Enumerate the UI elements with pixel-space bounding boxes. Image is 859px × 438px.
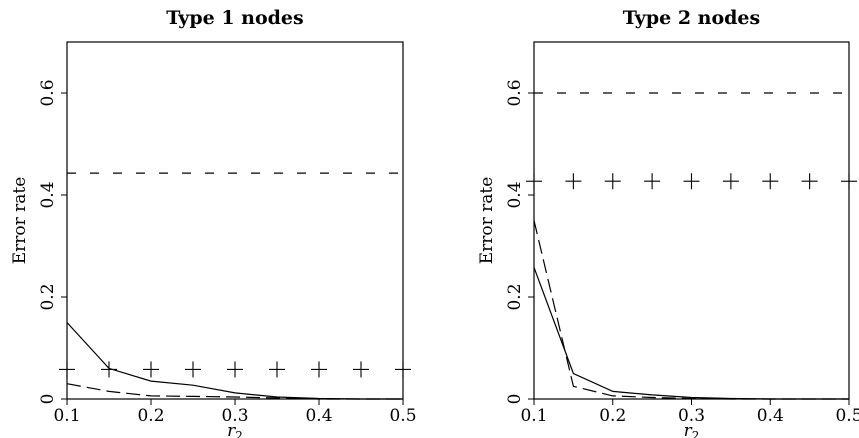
- x-tick-label: 0.1: [520, 406, 547, 426]
- y-tick-label: 0.6: [38, 79, 58, 106]
- plot-frame: [66, 41, 404, 400]
- plus-point: [644, 173, 661, 190]
- chart-title: Type 1 nodes: [166, 7, 303, 29]
- x-tick-label: 0.5: [835, 406, 859, 426]
- plus-point: [565, 173, 582, 190]
- y-tick-label: 0.4: [505, 181, 525, 208]
- series-line-solid: [66, 322, 403, 400]
- y-tick-label: 0: [505, 394, 525, 405]
- plus-point: [841, 173, 857, 190]
- plus-point: [762, 173, 779, 190]
- y-tick-label: 0.6: [505, 79, 525, 106]
- x-tick-label: 0.5: [389, 406, 416, 426]
- plus-point: [395, 361, 411, 378]
- chart-panel-1: Type 1 nodes 0.1 0.2 0.3 0.4 0.5 0 0.2 0.4 0.6 Err…: [10, 7, 417, 438]
- x-tick-label: 0.2: [599, 406, 626, 426]
- plus-point: [604, 173, 621, 190]
- y-tick-label: 0.4: [38, 181, 58, 208]
- plus-point: [101, 361, 117, 378]
- plus-point: [526, 173, 542, 190]
- plus-point: [683, 173, 700, 190]
- x-axis-label-subscript: 2: [692, 429, 700, 438]
- plot-frame: [533, 41, 850, 400]
- plus-point: [722, 173, 739, 190]
- plus-point: [311, 361, 327, 378]
- chart-panel-2: Type 2 nodes 0.1 0.2 0.3 0.4 0.5 0 0.2 0.4 0.6 Err…: [477, 7, 859, 438]
- series-line-solid: [533, 267, 849, 400]
- x-tick-label: 0.3: [678, 406, 705, 426]
- x-axis-label-main: r: [684, 421, 693, 438]
- y-axis-label: Error rate: [477, 177, 497, 265]
- y-axis-label: Error rate: [10, 177, 30, 265]
- x-axis-label: r2: [684, 421, 700, 438]
- plus-point: [143, 361, 159, 378]
- x-tick-label: 0.4: [305, 406, 332, 426]
- plus-point: [59, 361, 75, 378]
- plus-point: [353, 361, 369, 378]
- plus-point: [227, 361, 243, 378]
- series-line-longdash: [533, 220, 849, 400]
- x-axis-label: r2: [227, 421, 243, 438]
- x-tick-label: 0.2: [137, 406, 164, 426]
- plus-point: [801, 173, 818, 190]
- x-axis-label-main: r: [227, 421, 236, 438]
- x-tick-label: 0.3: [221, 406, 248, 426]
- plus-point: [185, 361, 201, 378]
- chart-title: Type 2 nodes: [623, 7, 760, 29]
- y-tick-label: 0: [38, 394, 58, 405]
- plus-point: [269, 361, 285, 378]
- x-tick-label: 0.1: [53, 406, 80, 426]
- series-line-longdash: [66, 383, 403, 400]
- x-axis-label-subscript: 2: [235, 429, 243, 438]
- y-tick-label: 0.2: [38, 283, 58, 310]
- x-tick-label: 0.4: [757, 406, 784, 426]
- y-tick-label: 0.2: [505, 283, 525, 310]
